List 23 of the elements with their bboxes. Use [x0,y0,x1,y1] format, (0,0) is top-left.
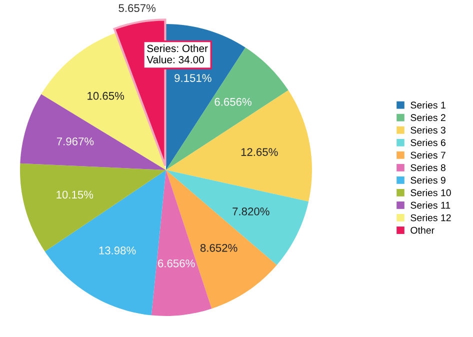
data-label: 6.656% [214,98,252,106]
legend-label: Series 6 [410,138,446,146]
data-label: 6.656% [158,259,195,268]
legend-label: Series 2 [410,114,446,122]
data-label: 7.820% [232,208,270,216]
legend-label: Series 10 [410,189,451,196]
legend-label: Series 9 [410,176,446,184]
legend-label: Series 11 [410,202,450,209]
data-label: 8.652% [200,244,238,252]
data-label: 7.967% [56,137,94,146]
data-label: 12.65% [241,148,278,156]
legend-label: Series 7 [410,151,446,159]
legend-label: Series 3 [410,126,446,134]
data-label: 10.15% [56,190,94,199]
data-label: 9.151% [174,74,212,82]
data-label: 13.98% [99,246,136,254]
legend-label: Series 12 [410,214,451,222]
data-label: 5.657% [118,4,156,12]
data-label: 10.65% [88,92,124,100]
text: Series: Other Value: 34.00 [146,44,208,64]
legend-label: Other [410,226,434,234]
legend-label: Series 8 [410,164,446,172]
legend-label: Series 1 [410,101,446,109]
